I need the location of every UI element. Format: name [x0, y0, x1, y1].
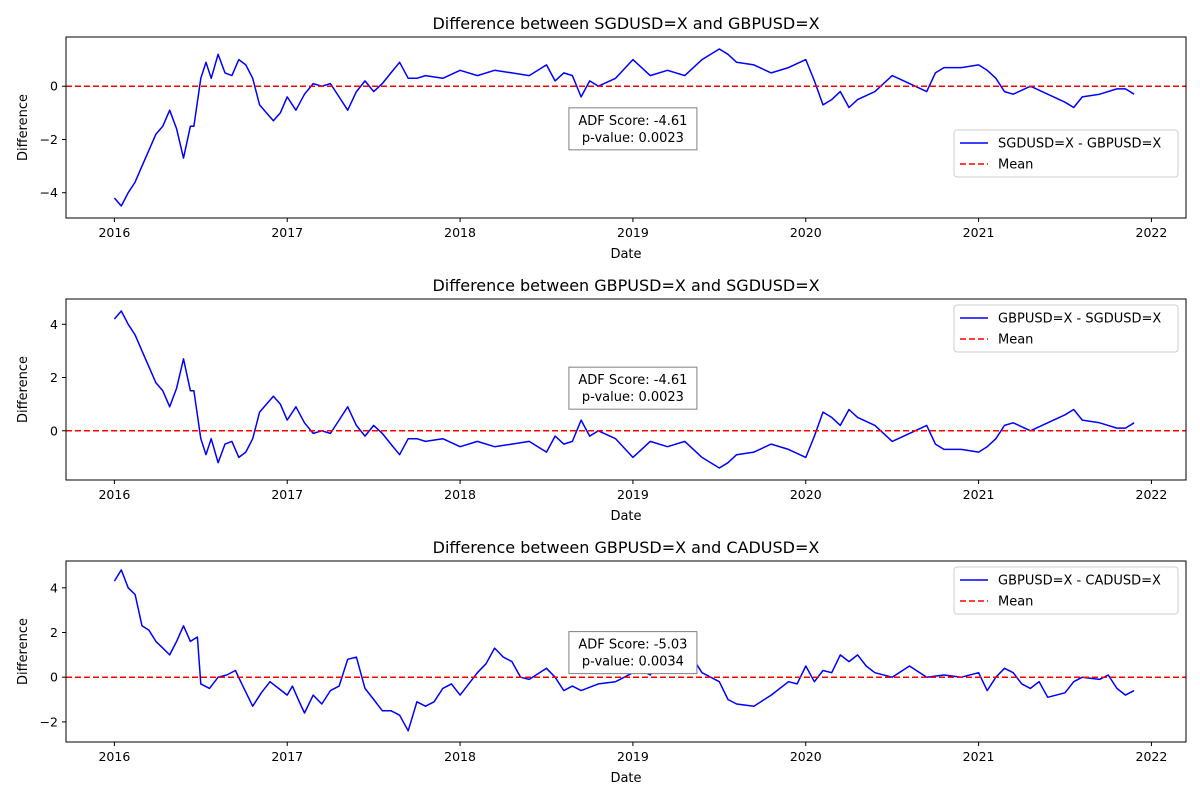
x-axis-label: Date [610, 509, 641, 524]
y-tick-label: −4 [40, 185, 58, 200]
legend: GBPUSD=X - CADUSD=X Mean [953, 566, 1179, 615]
plot-frame [65, 560, 1187, 743]
x-tick-label: 2018 [444, 225, 476, 240]
y-tick-label: −2 [40, 714, 58, 729]
x-tick-label: 2021 [963, 225, 995, 240]
y-tick-label: 4 [50, 317, 58, 332]
adf-annotation: ADF Score: -4.61 p-value: 0.0023 [568, 366, 698, 410]
legend-mean-label: Mean [998, 333, 1033, 348]
adf-annotation: ADF Score: -5.03 p-value: 0.0034 [568, 631, 698, 675]
legend: SGDUSD=X - GBPUSD=X Mean [953, 129, 1179, 178]
adf-annotation: ADF Score: -4.61 p-value: 0.0023 [568, 107, 698, 151]
legend-series-label: SGDUSD=X - GBPUSD=X [998, 137, 1161, 152]
legend-mean-label: Mean [998, 158, 1033, 173]
x-tick-label: 2020 [790, 225, 822, 240]
adf-score-text: ADF Score: -4.61 [578, 114, 687, 129]
x-tick-label: 2016 [98, 749, 130, 764]
annotation-box [568, 107, 698, 151]
chart-panel-3: Difference between GBPUSD=X and CADUSD=X… [16, 538, 1187, 786]
x-tick-label: 2022 [1136, 225, 1168, 240]
p-value-text: p-value: 0.0023 [582, 390, 684, 405]
legend-series-label: GBPUSD=X - SGDUSD=X [998, 312, 1161, 327]
legend-mean-label: Mean [998, 595, 1033, 610]
y-tick-label: 4 [50, 580, 58, 595]
p-value-text: p-value: 0.0034 [582, 655, 684, 670]
y-axis-label: Difference [16, 618, 31, 685]
legend-box [953, 304, 1179, 353]
y-tick-label: 0 [50, 423, 58, 438]
chart-title: Difference between SGDUSD=X and GBPUSD=X [432, 14, 819, 33]
p-value-text: p-value: 0.0023 [582, 131, 684, 146]
y-tick-label: 2 [50, 625, 58, 640]
x-tick-label: 2021 [963, 487, 995, 502]
y-tick-label: −2 [40, 132, 58, 147]
y-axis-label: Difference [16, 356, 31, 423]
chart-panel-2: Difference between GBPUSD=X and SGDUSD=X… [16, 276, 1187, 524]
x-axis-label: Date [610, 247, 641, 262]
x-tick-label: 2022 [1136, 749, 1168, 764]
legend-box [953, 566, 1179, 615]
chart-panel-1: Difference between SGDUSD=X and GBPUSD=X… [16, 14, 1187, 262]
x-tick-label: 2016 [98, 225, 130, 240]
y-axis-label: Difference [16, 94, 31, 161]
chart-title: Difference between GBPUSD=X and SGDUSD=X [432, 276, 819, 295]
x-tick-label: 2019 [617, 487, 649, 502]
series-line [113, 48, 1135, 207]
series-line [113, 569, 1135, 732]
x-tick-label: 2020 [790, 487, 822, 502]
x-tick-label: 2021 [963, 749, 995, 764]
annotation-box [568, 366, 698, 410]
adf-score-text: ADF Score: -5.03 [578, 638, 687, 653]
plot-frame [65, 36, 1187, 219]
x-tick-label: 2019 [617, 749, 649, 764]
adf-score-text: ADF Score: -4.61 [578, 373, 687, 388]
x-tick-label: 2018 [444, 749, 476, 764]
x-axis-label: Date [610, 771, 641, 786]
series-line [113, 310, 1135, 469]
x-tick-label: 2019 [617, 225, 649, 240]
x-tick-label: 2017 [271, 225, 303, 240]
plot-frame [65, 298, 1187, 481]
chart-title: Difference between GBPUSD=X and CADUSD=X [433, 538, 820, 557]
y-tick-label: 2 [50, 370, 58, 385]
x-tick-label: 2018 [444, 487, 476, 502]
x-tick-label: 2020 [790, 749, 822, 764]
x-tick-label: 2022 [1136, 487, 1168, 502]
x-tick-label: 2017 [271, 487, 303, 502]
annotation-box [568, 631, 698, 675]
legend-box [953, 129, 1179, 178]
x-tick-label: 2017 [271, 749, 303, 764]
x-tick-label: 2016 [98, 487, 130, 502]
y-tick-label: 0 [50, 670, 58, 685]
legend-series-label: GBPUSD=X - CADUSD=X [998, 574, 1161, 589]
y-tick-label: 0 [50, 79, 58, 94]
legend: GBPUSD=X - SGDUSD=X Mean [953, 304, 1179, 353]
